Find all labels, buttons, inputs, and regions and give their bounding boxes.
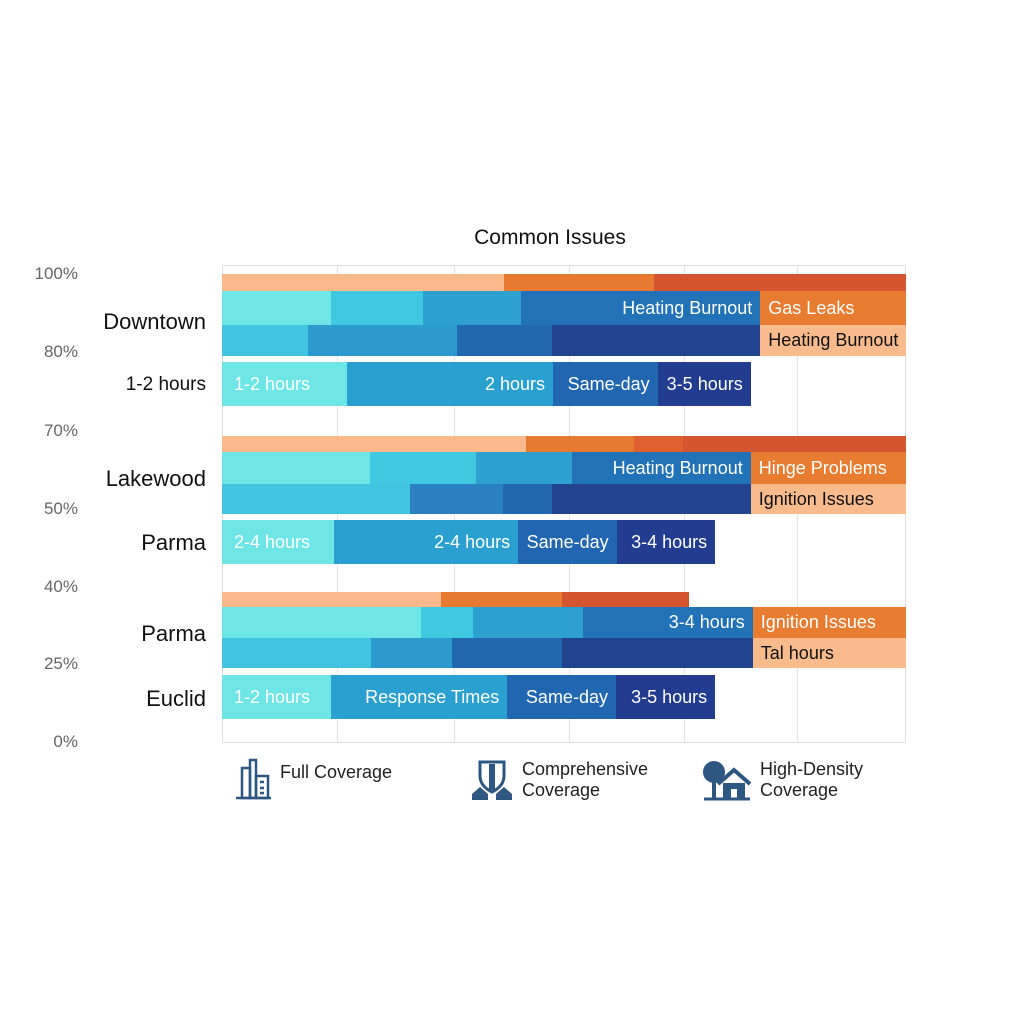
category-label: Parma [141, 530, 206, 555]
bar-segment: Ignition Issues [750, 484, 906, 514]
bar-segment: 2-4 hours [334, 520, 519, 564]
bar-segment: 3-4 hours [583, 607, 753, 638]
tree-house-icon [703, 761, 752, 801]
bar-segment: Gas Leaks [760, 291, 906, 325]
bar-segment [551, 325, 761, 356]
chart-title: Common Issues [474, 226, 626, 249]
bar-segment: Heating Burnout [520, 291, 761, 325]
category-label: Downtown [103, 309, 206, 334]
y-tick-label: 80% [43, 342, 78, 361]
bar-segment [222, 607, 422, 638]
bar-segment [633, 436, 683, 452]
bar-segment [503, 484, 552, 514]
bar-segment: Hinge Problems [750, 452, 906, 484]
category-label: Parma [141, 621, 206, 646]
bar-segment [525, 436, 634, 452]
bar-segment: Same-day [518, 520, 617, 564]
shield-houses-icon [472, 760, 512, 800]
bar-segment: 1-2 hours [222, 362, 348, 406]
bar-segment: Same-day [507, 675, 616, 719]
bar-segment [410, 484, 504, 514]
legend-item-comprehensive-coverage: Comprehensive Coverage [470, 758, 662, 802]
y-tick-label: 100% [34, 264, 78, 283]
bar-segment [561, 638, 753, 668]
bar-segment: 1-2 hours [222, 675, 331, 719]
bar-segment [473, 607, 584, 638]
bar-segment: Response Times [330, 675, 508, 719]
y-tick-label: 25% [43, 654, 78, 673]
y-tick-label: 50% [43, 499, 78, 518]
legend-label: Full Coverage [280, 761, 393, 782]
bar-segment [551, 484, 751, 514]
bar-segment [222, 436, 526, 452]
bar-segment [440, 592, 562, 607]
bar-segment [222, 484, 411, 514]
bar-segment [222, 592, 441, 607]
bar-segment: 3-4 hours [616, 520, 716, 564]
bar-segment [222, 274, 504, 291]
bar-segment: Ignition Issues [752, 607, 906, 638]
bar-segment [369, 452, 476, 484]
legend-label: Comprehensive Coverage [522, 759, 649, 800]
bar-segment [475, 452, 573, 484]
bar-segment [222, 325, 309, 356]
bar-segment [222, 452, 370, 484]
bar-segment: Tal hours [752, 638, 906, 668]
bar-segment [421, 607, 473, 638]
bar-segment: Same-day [553, 362, 658, 406]
bar-segment: Heating Burnout [572, 452, 751, 484]
bar-segment: 2 hours [347, 362, 554, 406]
legend-item-high-density-coverage: High-Density Coverage [702, 758, 890, 802]
bar-segment [222, 291, 331, 325]
bar-segment [503, 274, 655, 291]
legend-item-full-coverage: Full Coverage [234, 758, 392, 800]
category-label: 1-2 hours [125, 374, 206, 395]
bar-segment [222, 638, 372, 668]
bar-segment: 2-4 hours [222, 520, 335, 564]
bar-segment [308, 325, 458, 356]
legend-label: High-Density Coverage [760, 759, 864, 800]
bar-segment: Heating Burnout [760, 325, 906, 356]
bar-segment [451, 638, 562, 668]
bar-segment [371, 638, 452, 668]
buildings-icon [236, 758, 271, 800]
category-label: Lakewood [105, 466, 206, 491]
category-label: Euclid [146, 686, 206, 711]
bar-segment [654, 274, 906, 291]
bar-segment: 3-5 hours [657, 362, 751, 406]
y-tick-label: 70% [43, 421, 78, 440]
y-tick-label: 0% [53, 732, 78, 751]
bar-segment [423, 291, 521, 325]
bar-segment [330, 291, 424, 325]
bar-segment [457, 325, 552, 356]
bar-segment [561, 592, 690, 607]
bar-segment: 3-5 hours [615, 675, 716, 719]
bar-segment [683, 436, 906, 452]
y-tick-label: 40% [43, 577, 78, 596]
